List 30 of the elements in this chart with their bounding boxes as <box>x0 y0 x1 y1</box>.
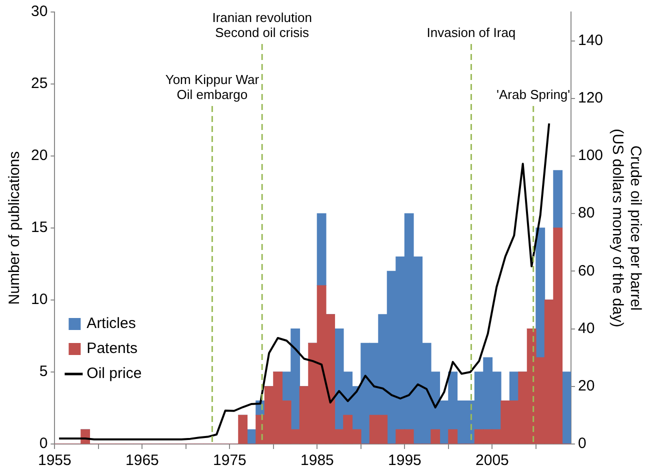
x-tick-label: 1975 <box>213 452 246 470</box>
y-tick-label: 5 <box>39 363 48 380</box>
y-tick-label: 15 <box>30 219 48 236</box>
legend-label: Patents <box>86 340 138 358</box>
y2-tick-label: 20 <box>578 378 595 395</box>
y2-tick-label: 100 <box>578 147 604 164</box>
y-tick-label: 30 <box>30 3 48 20</box>
x-tick-label: 1985 <box>300 452 334 470</box>
x-tick-label: 1955 <box>38 452 72 470</box>
y2-tick-label: 120 <box>578 90 604 107</box>
ref-line-label: 'Arab Spring' <box>496 87 570 102</box>
y-axis-title: Number of publications <box>6 151 24 305</box>
ref-line-label: Invasion of Iraq <box>426 25 516 40</box>
y-tick-label: 0 <box>39 435 48 452</box>
y2-tick-label: 0 <box>578 435 586 452</box>
x-tick-label: 2005 <box>476 452 509 470</box>
y2-tick-label: 60 <box>578 262 595 280</box>
ref-line-label: Iranian revolution Second oil crisis <box>212 10 312 40</box>
y2-axis-title: Crude oil price per barrel (US dollars money of the day) <box>608 128 644 328</box>
legend-label: Oil price <box>86 365 142 382</box>
ref-line-label: Yom Kippur War Oil embargo <box>165 72 260 102</box>
y2-tick-label: 80 <box>578 204 595 222</box>
x-tick-label: 1995 <box>388 452 422 470</box>
y2-tick-label: 40 <box>578 320 595 337</box>
y-tick-label: 20 <box>30 147 48 164</box>
x-tick-label: 1965 <box>126 452 159 470</box>
legend-label: Articles <box>86 315 136 332</box>
y-tick-label: 10 <box>30 291 48 308</box>
y-tick-label: 25 <box>30 75 48 92</box>
y2-tick-label: 140 <box>578 32 604 49</box>
